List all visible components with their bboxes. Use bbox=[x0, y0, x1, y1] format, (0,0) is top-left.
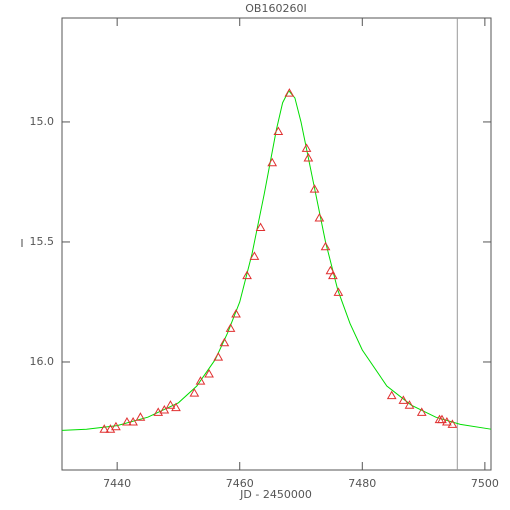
data-point bbox=[301, 143, 312, 152]
data-point bbox=[225, 323, 236, 332]
data-point bbox=[437, 414, 447, 424]
data-point bbox=[255, 222, 266, 232]
x-axis-label: JD - 2450000 bbox=[239, 488, 312, 501]
data-point bbox=[111, 421, 121, 431]
data-point bbox=[135, 412, 146, 421]
data-point bbox=[314, 212, 325, 222]
data-point bbox=[303, 152, 314, 162]
data-point bbox=[189, 388, 200, 397]
data-point bbox=[386, 390, 397, 400]
data-point bbox=[99, 424, 110, 433]
data-point bbox=[249, 251, 260, 260]
y-tick-label: 15.0 bbox=[30, 115, 55, 128]
x-tick-label: 7460 bbox=[226, 477, 254, 490]
data-point bbox=[309, 184, 320, 193]
data-point bbox=[231, 308, 241, 318]
model-curve bbox=[61, 89, 492, 431]
data-point bbox=[204, 368, 214, 378]
data-point bbox=[447, 419, 458, 428]
data-point bbox=[328, 270, 338, 280]
data-point bbox=[153, 407, 164, 416]
data-point bbox=[213, 352, 224, 361]
y-tick-label: 15.5 bbox=[30, 235, 55, 248]
y-tick-label: 16.0 bbox=[30, 355, 55, 368]
y-axis-label: I bbox=[20, 237, 23, 250]
data-point bbox=[404, 400, 415, 409]
data-point bbox=[325, 265, 336, 275]
plot-frame bbox=[61, 17, 492, 471]
x-tick-label: 7440 bbox=[103, 477, 131, 490]
data-point bbox=[195, 376, 206, 385]
data-point bbox=[242, 270, 252, 280]
data-point bbox=[165, 400, 176, 409]
x-tick-label: 7500 bbox=[471, 477, 499, 490]
data-point bbox=[128, 416, 138, 426]
data-point bbox=[320, 241, 331, 251]
data-point bbox=[398, 395, 409, 404]
data-point bbox=[267, 157, 278, 167]
data-point bbox=[442, 416, 452, 426]
data-point bbox=[416, 407, 427, 416]
data-point bbox=[171, 402, 181, 412]
data-point bbox=[333, 287, 344, 296]
data-point bbox=[284, 88, 295, 97]
data-point bbox=[273, 126, 284, 136]
data-point bbox=[219, 337, 230, 347]
data-point bbox=[159, 404, 170, 414]
chart-title: OB160260I bbox=[245, 2, 306, 15]
data-point bbox=[122, 416, 132, 426]
x-tick-label: 7480 bbox=[348, 477, 376, 490]
